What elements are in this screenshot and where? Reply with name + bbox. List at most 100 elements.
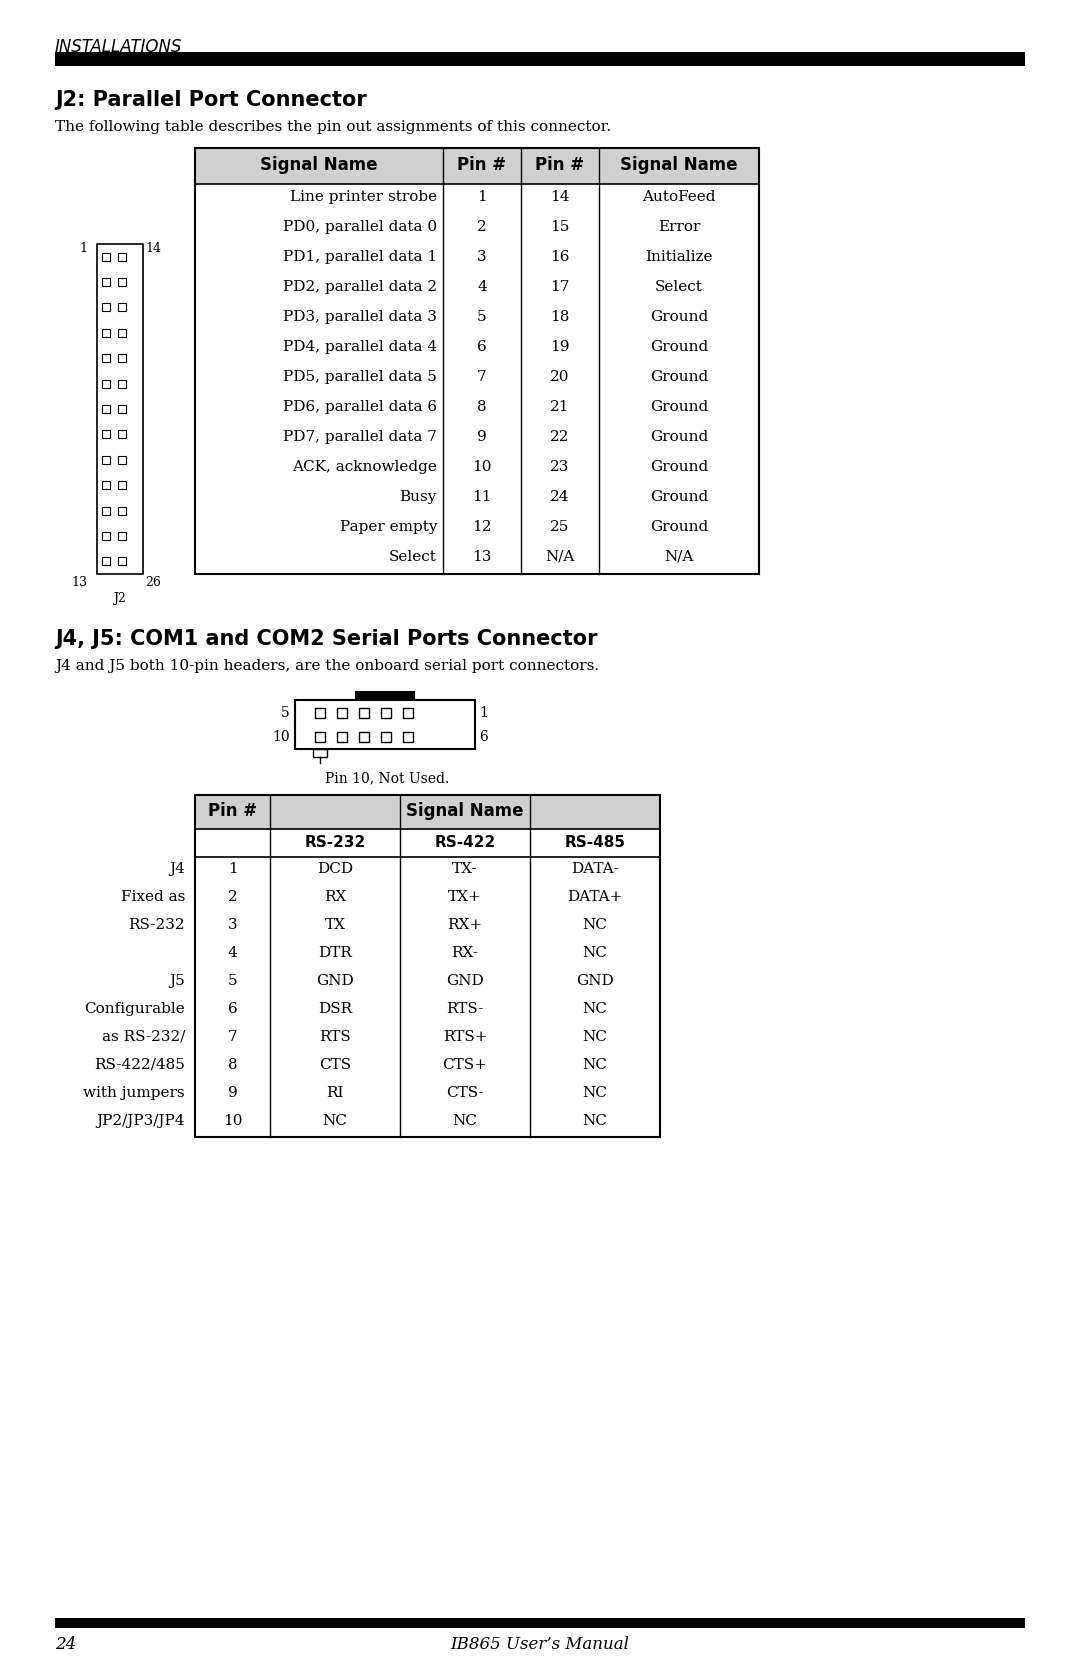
Text: DTR: DTR <box>319 946 352 960</box>
Text: 14: 14 <box>550 190 570 204</box>
Text: GND: GND <box>316 975 354 988</box>
Text: JP2/JP3/JP4: JP2/JP3/JP4 <box>96 1113 185 1128</box>
Text: NC: NC <box>582 946 607 960</box>
Bar <box>381 733 391 743</box>
Text: Error: Error <box>658 220 700 234</box>
Bar <box>55 1617 1025 1627</box>
Text: ACK, acknowledge: ACK, acknowledge <box>292 461 437 474</box>
Text: RX: RX <box>324 890 347 905</box>
Bar <box>403 733 413 743</box>
Bar <box>355 691 415 699</box>
Text: 25: 25 <box>551 521 569 534</box>
Text: RX+: RX+ <box>447 918 483 931</box>
Text: 2: 2 <box>477 220 487 234</box>
Text: J2: Parallel Port Connector: J2: Parallel Port Connector <box>55 90 367 110</box>
Text: 8: 8 <box>477 401 487 414</box>
Text: 8: 8 <box>228 1058 238 1071</box>
Text: 7: 7 <box>477 371 487 384</box>
Bar <box>381 708 391 718</box>
Bar <box>102 406 110 412</box>
Bar <box>195 794 660 829</box>
Text: Select: Select <box>656 280 703 294</box>
Text: 5: 5 <box>228 975 238 988</box>
Text: AutoFeed: AutoFeed <box>643 190 716 204</box>
Bar <box>102 557 110 566</box>
Text: PD4, parallel data 4: PD4, parallel data 4 <box>283 340 437 354</box>
Text: 3: 3 <box>477 250 487 264</box>
Text: TX-: TX- <box>453 861 477 876</box>
Text: 24: 24 <box>550 491 570 504</box>
Text: 18: 18 <box>551 310 569 324</box>
Text: Ground: Ground <box>650 491 708 504</box>
Text: PD5, parallel data 5: PD5, parallel data 5 <box>283 371 437 384</box>
Text: 10: 10 <box>272 729 291 744</box>
Text: 1: 1 <box>228 861 238 876</box>
Text: INSTALLATIONS: INSTALLATIONS <box>55 38 183 57</box>
Text: CTS-: CTS- <box>446 1087 484 1100</box>
Bar <box>118 252 126 260</box>
Text: RI: RI <box>326 1087 343 1100</box>
Text: 7: 7 <box>228 1030 238 1045</box>
Text: Ground: Ground <box>650 401 708 414</box>
Text: PD3, parallel data 3: PD3, parallel data 3 <box>283 310 437 324</box>
Text: 24: 24 <box>55 1636 77 1652</box>
Text: DCD: DCD <box>316 861 353 876</box>
Text: 6: 6 <box>228 1001 238 1016</box>
Text: Signal Name: Signal Name <box>260 155 378 174</box>
Bar <box>118 279 126 285</box>
Bar <box>359 733 369 743</box>
Text: DSR: DSR <box>318 1001 352 1016</box>
Text: RTS: RTS <box>319 1030 351 1045</box>
Text: PD1, parallel data 1: PD1, parallel data 1 <box>283 250 437 264</box>
Text: 6: 6 <box>480 729 488 744</box>
Bar <box>337 733 347 743</box>
Text: 14: 14 <box>145 242 161 255</box>
Text: 1: 1 <box>79 242 87 255</box>
Text: Select: Select <box>389 551 437 564</box>
Text: RS-422/485: RS-422/485 <box>94 1058 185 1071</box>
Text: 15: 15 <box>551 220 569 234</box>
Text: 1: 1 <box>480 706 488 719</box>
Text: RS-422: RS-422 <box>434 834 496 850</box>
Bar <box>118 506 126 514</box>
Text: Ground: Ground <box>650 521 708 534</box>
Text: Ground: Ground <box>650 461 708 474</box>
Text: 9: 9 <box>228 1087 238 1100</box>
Text: 12: 12 <box>472 521 491 534</box>
Text: Ground: Ground <box>650 340 708 354</box>
Text: 6: 6 <box>477 340 487 354</box>
Text: 2: 2 <box>228 890 238 905</box>
Text: 20: 20 <box>550 371 570 384</box>
Bar <box>195 794 660 1137</box>
Bar <box>102 379 110 387</box>
Bar <box>337 708 347 718</box>
Bar <box>295 699 475 749</box>
Text: 17: 17 <box>551 280 569 294</box>
Text: Line printer strobe: Line printer strobe <box>289 190 437 204</box>
Text: Pin 10, Not Used.: Pin 10, Not Used. <box>325 771 449 784</box>
Bar <box>315 708 325 718</box>
Text: Initialize: Initialize <box>645 250 713 264</box>
Bar <box>102 252 110 260</box>
Text: Pin #: Pin # <box>536 155 584 174</box>
Text: RS-232: RS-232 <box>305 834 366 850</box>
Text: Fixed as: Fixed as <box>121 890 185 905</box>
Text: 9: 9 <box>477 431 487 444</box>
Text: Pin #: Pin # <box>458 155 507 174</box>
Text: 13: 13 <box>472 551 491 564</box>
Bar <box>118 532 126 541</box>
Text: IB865 User’s Manual: IB865 User’s Manual <box>450 1636 630 1652</box>
Bar <box>195 149 759 184</box>
Text: 4: 4 <box>228 946 238 960</box>
Text: RTS+: RTS+ <box>443 1030 487 1045</box>
Text: CTS+: CTS+ <box>443 1058 487 1071</box>
Text: CTS: CTS <box>319 1058 351 1071</box>
Text: 11: 11 <box>472 491 491 504</box>
Text: NC: NC <box>323 1113 348 1128</box>
Text: J2: J2 <box>113 592 126 604</box>
Text: 26: 26 <box>145 576 161 589</box>
Bar <box>118 481 126 489</box>
Text: 10: 10 <box>222 1113 242 1128</box>
Text: 10: 10 <box>472 461 491 474</box>
Text: RX-: RX- <box>451 946 478 960</box>
